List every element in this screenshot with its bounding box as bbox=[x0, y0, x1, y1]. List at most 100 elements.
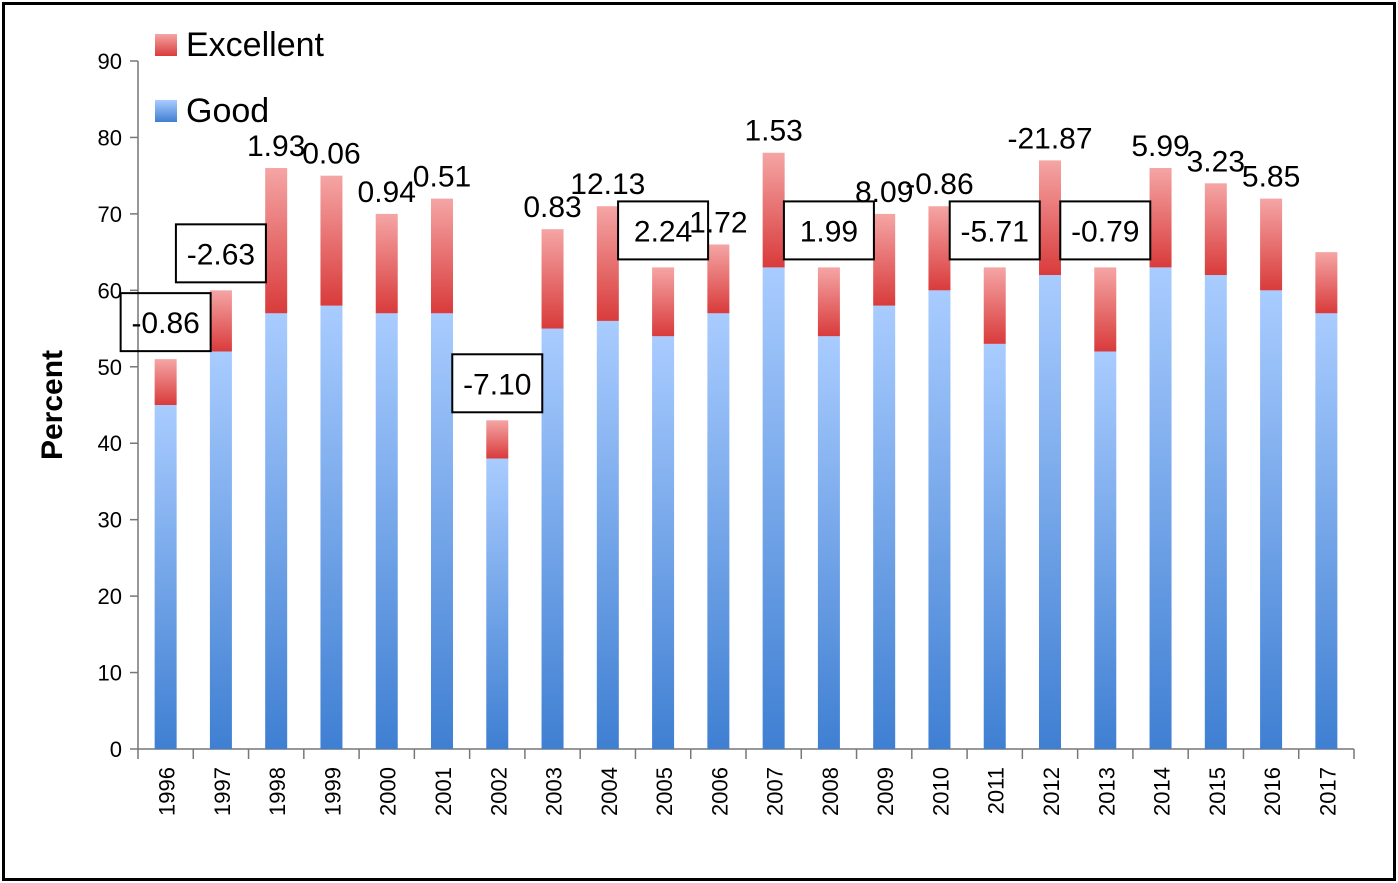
bar-excellent-2004 bbox=[596, 206, 619, 321]
bar-excellent-2003 bbox=[541, 229, 564, 329]
legend-swatch-good bbox=[155, 100, 177, 122]
bar-excellent-2007 bbox=[762, 152, 785, 268]
x-tick-label: 2009 bbox=[873, 767, 898, 816]
bar-excellent-1998 bbox=[265, 168, 288, 314]
bar-excellent-2013 bbox=[1094, 267, 1117, 352]
data-label-2014: 5.99 bbox=[1131, 130, 1189, 163]
x-tick-label: 2016 bbox=[1260, 767, 1285, 816]
bar-good-2009 bbox=[873, 305, 896, 749]
data-label-2011: -5.71 bbox=[961, 215, 1029, 248]
axes: 0 10 20 30 40 50 60 70 80 90 Percent 1996 1997 1998 19… bbox=[36, 49, 1355, 816]
data-label-box bbox=[451, 353, 544, 414]
bar-excellent-1999 bbox=[320, 175, 343, 306]
bar-good-2012 bbox=[1039, 275, 1061, 749]
data-label-1997: -2.63 bbox=[187, 238, 255, 271]
bar-good-2002 bbox=[486, 458, 509, 749]
data-label-2003: 0.83 bbox=[523, 191, 581, 224]
bar-excellent-1996 bbox=[154, 359, 177, 405]
data-label-box bbox=[119, 292, 212, 353]
x-tick-label: 2017 bbox=[1315, 767, 1340, 816]
bar-good-2006 bbox=[707, 313, 730, 749]
x-tick-label: 1999 bbox=[320, 767, 345, 816]
bar-excellent-2006 bbox=[707, 244, 730, 314]
data-label-box bbox=[617, 200, 710, 261]
x-tick-label: 2004 bbox=[597, 767, 622, 816]
bar-good-2013 bbox=[1094, 351, 1117, 749]
data-label-2000: 0.94 bbox=[358, 176, 416, 209]
bar-excellent-2002 bbox=[486, 420, 509, 459]
bar-excellent-2011 bbox=[983, 267, 1006, 344]
bar-good-1996 bbox=[154, 405, 177, 749]
data-label-box bbox=[782, 200, 875, 261]
x-tick-label: 2013 bbox=[1094, 767, 1119, 816]
x-tick-label: 2008 bbox=[818, 767, 843, 816]
x-tick-label: 2003 bbox=[542, 767, 567, 816]
bar-excellent-2005 bbox=[652, 267, 675, 337]
y-axis-title: Percent bbox=[36, 350, 69, 460]
x-tick-label: 2010 bbox=[928, 767, 953, 816]
data-label-2009: 8.09 bbox=[855, 176, 913, 209]
y-tick-label: 40 bbox=[98, 431, 122, 456]
x-tick-label: 2005 bbox=[652, 767, 677, 816]
data-label-2006: 1.72 bbox=[689, 206, 747, 239]
bar-good-1999 bbox=[320, 305, 343, 749]
bar-excellent-2014 bbox=[1149, 168, 1172, 268]
data-label-2005: 2.24 bbox=[634, 215, 692, 248]
data-label-2004: 12.13 bbox=[570, 168, 645, 201]
bar-excellent-2009 bbox=[873, 213, 896, 306]
y-tick-label: 80 bbox=[98, 125, 122, 150]
bar-good-1997 bbox=[209, 351, 232, 749]
x-tick-label: 2011 bbox=[984, 767, 1009, 814]
bars-group bbox=[154, 152, 1338, 749]
data-label-2007: 1.53 bbox=[744, 115, 802, 148]
bar-excellent-2015 bbox=[1204, 183, 1227, 276]
x-tick-label: 2001 bbox=[431, 767, 456, 816]
bar-good-2003 bbox=[541, 328, 564, 749]
data-label-1996: -0.86 bbox=[131, 307, 199, 340]
bar-excellent-2017 bbox=[1315, 252, 1338, 314]
data-label-2015: 3.23 bbox=[1187, 145, 1245, 178]
x-tick-label: 1997 bbox=[210, 767, 235, 816]
x-tick-label: 2015 bbox=[1205, 767, 1230, 816]
legend-label-excellent: Excellent bbox=[186, 26, 325, 64]
x-tick-label: 2006 bbox=[707, 767, 732, 816]
data-label-box bbox=[174, 223, 267, 284]
data-label-2001: 0.51 bbox=[413, 161, 471, 194]
bar-good-2017 bbox=[1315, 313, 1338, 749]
y-tick-label: 20 bbox=[98, 584, 122, 609]
bar-good-2007 bbox=[762, 267, 785, 749]
bar-excellent-2001 bbox=[431, 198, 453, 314]
y-tick-label: 60 bbox=[98, 278, 122, 303]
bar-good-2000 bbox=[375, 313, 398, 749]
bar-good-1998 bbox=[265, 313, 288, 749]
x-tick-label: 1996 bbox=[155, 767, 180, 816]
x-tick-label: 2014 bbox=[1150, 767, 1175, 816]
legend-label-good: Good bbox=[186, 92, 269, 130]
bar-good-2005 bbox=[652, 336, 675, 749]
data-label-2008: 1.99 bbox=[800, 215, 858, 248]
x-tick-label: 2002 bbox=[486, 767, 511, 816]
data-label-2016: 5.85 bbox=[1242, 161, 1300, 194]
y-tick-label: 90 bbox=[98, 49, 122, 74]
bar-excellent-2010 bbox=[928, 206, 951, 291]
x-tick-label: 2000 bbox=[376, 767, 401, 816]
y-tick-label: 10 bbox=[98, 661, 122, 686]
bar-good-2010 bbox=[928, 290, 951, 749]
legend: Excellent Good bbox=[155, 26, 325, 130]
bar-good-2001 bbox=[431, 313, 453, 749]
data-label-1999: 0.06 bbox=[302, 138, 360, 171]
bar-good-2008 bbox=[817, 336, 840, 749]
y-tick-label: 30 bbox=[98, 508, 122, 533]
data-labels-group: -0.86 -2.63 1.930.06 0.940.51 -7.10 0.8312.13… bbox=[119, 115, 1300, 414]
bar-good-2014 bbox=[1149, 267, 1172, 749]
data-label-2002: -7.10 bbox=[463, 368, 531, 401]
y-tick-label: 50 bbox=[98, 355, 122, 380]
bar-good-2016 bbox=[1260, 290, 1283, 749]
x-tick-label: 2012 bbox=[1039, 767, 1064, 816]
data-label-box bbox=[948, 200, 1041, 261]
bar-excellent-2008 bbox=[817, 267, 840, 337]
data-label-2013: -0.79 bbox=[1071, 215, 1139, 248]
bar-excellent-1997 bbox=[209, 290, 232, 352]
x-tick-label: 1998 bbox=[265, 767, 290, 816]
